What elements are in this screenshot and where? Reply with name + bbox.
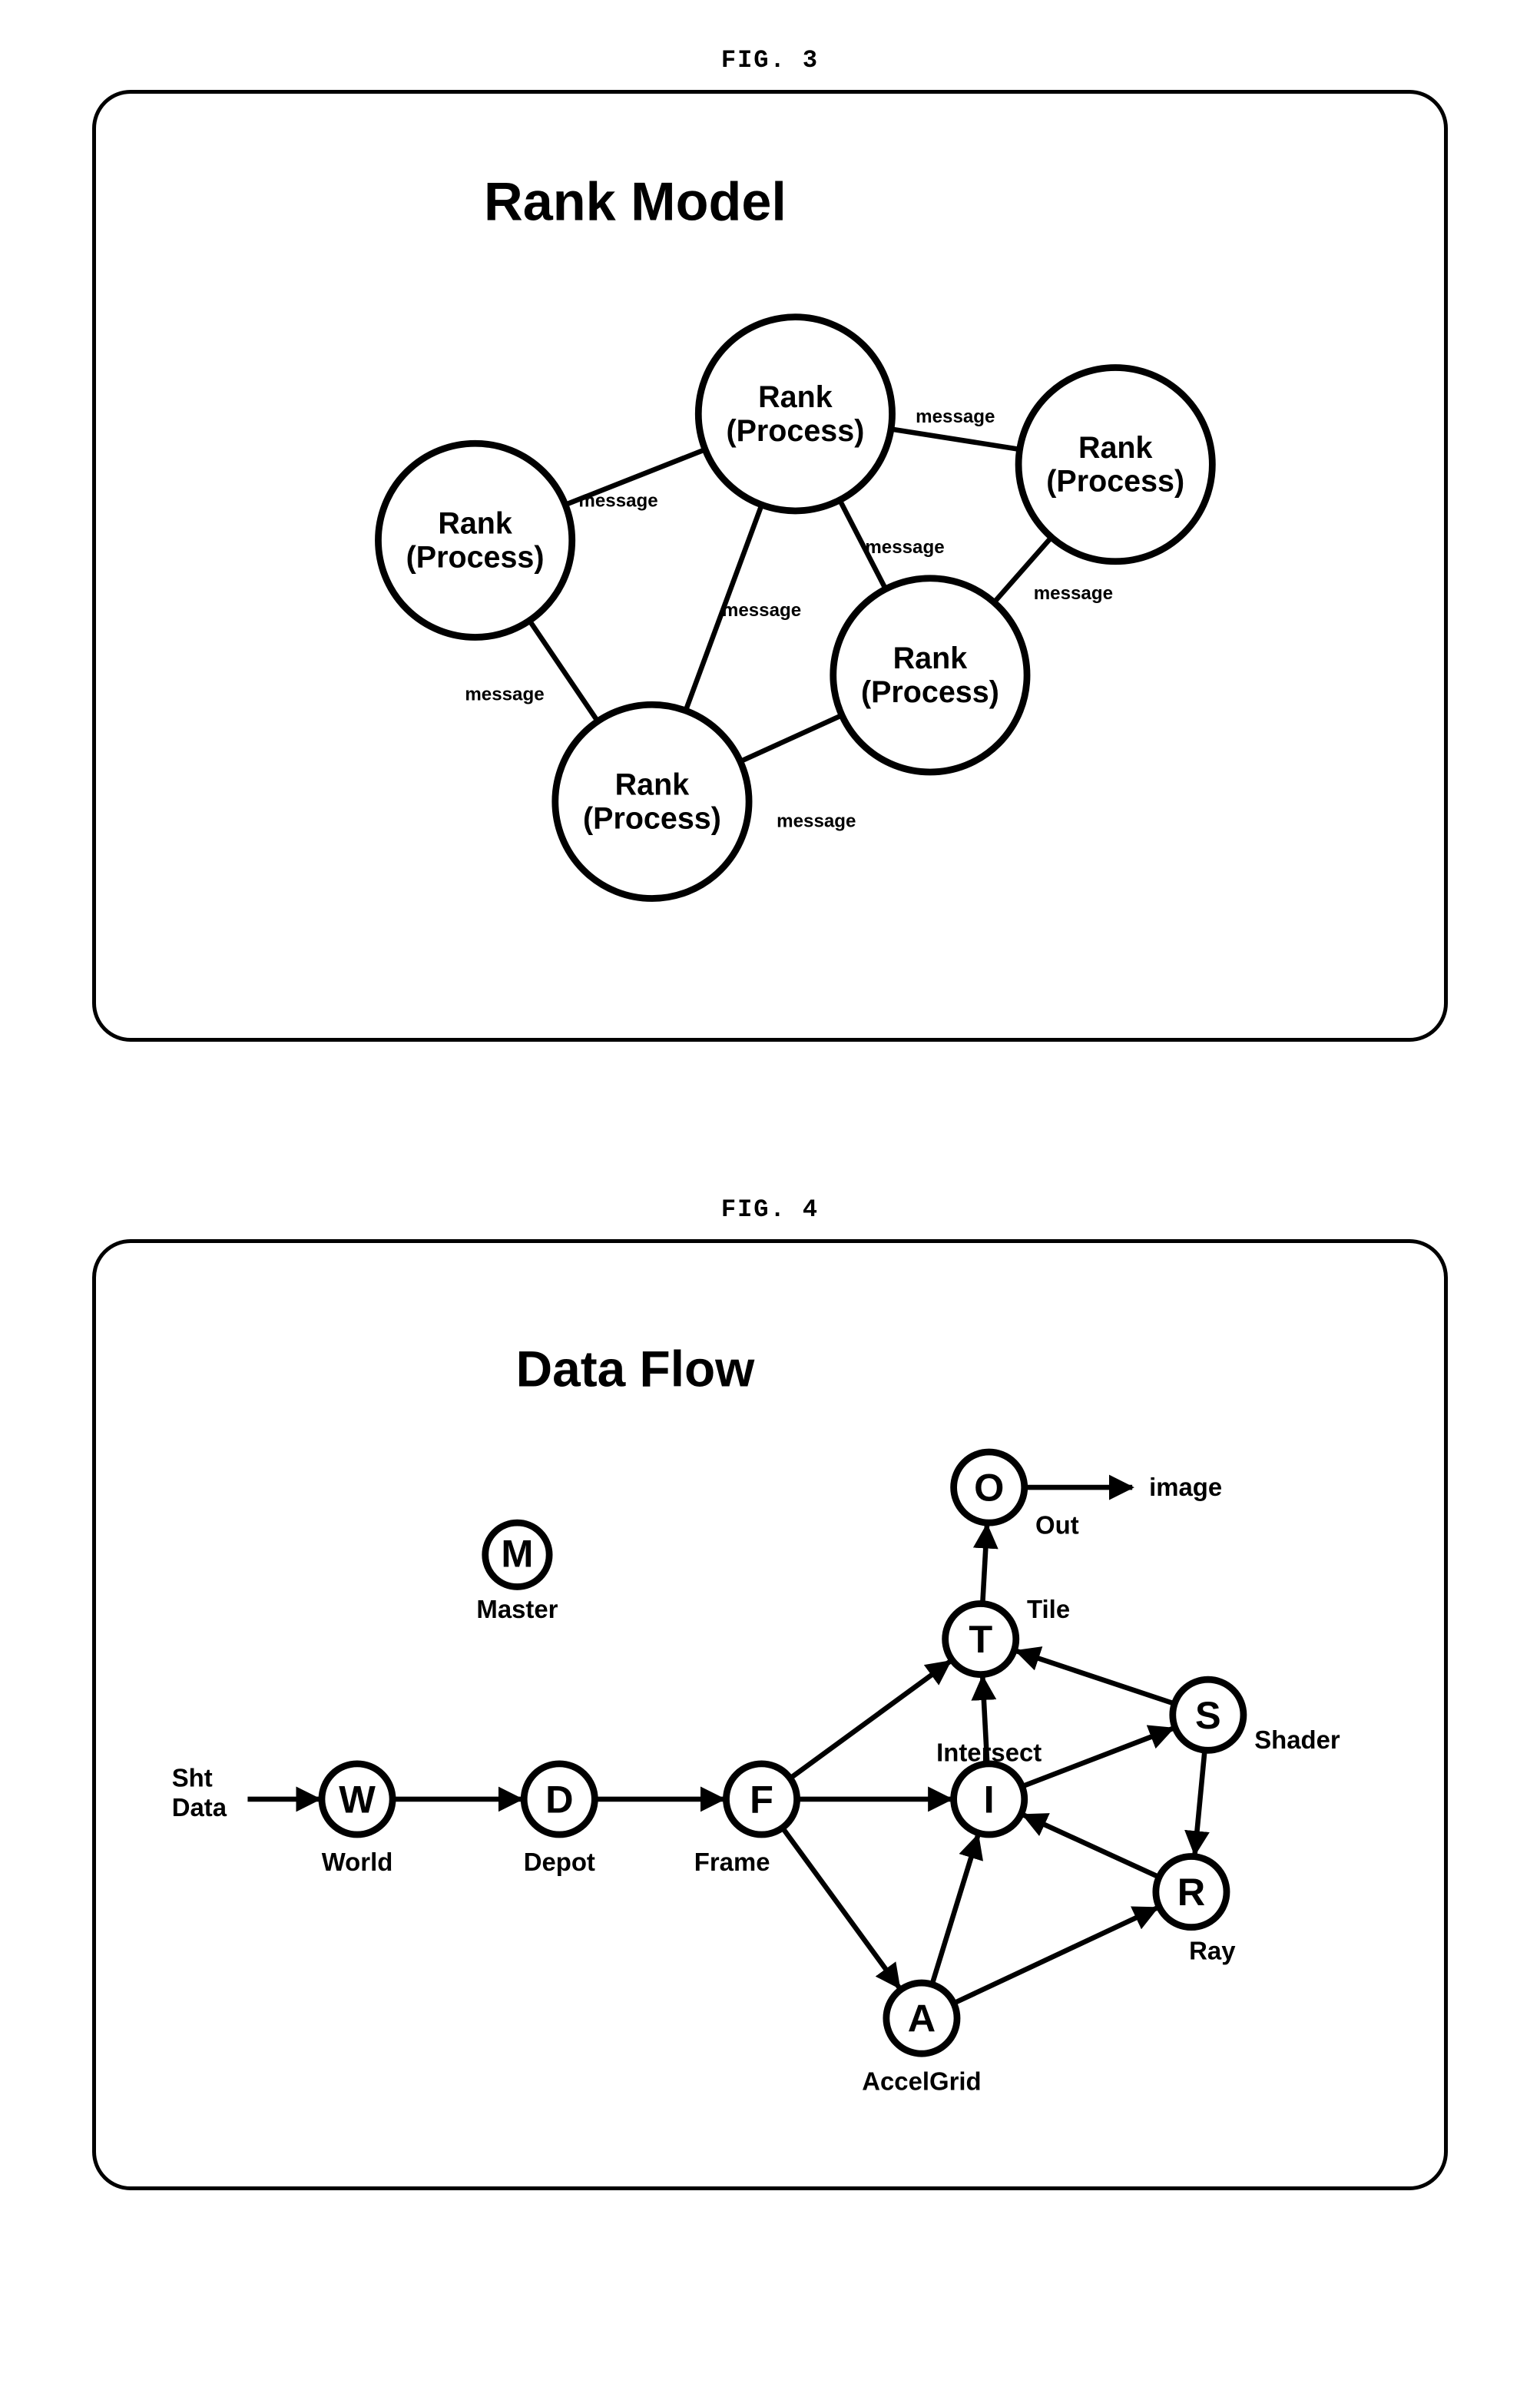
flow-arrow [982, 1525, 986, 1601]
ext-label: image [1149, 1473, 1222, 1501]
flow-arrow [956, 1908, 1157, 2002]
flow-node-label: Tile [1027, 1595, 1070, 1623]
fig4-nodes: M Master O Out T Tile S Shader W World D Depot F Fram… [322, 1452, 1340, 2095]
rank-node-label: Rank [1078, 431, 1153, 465]
ext-label: Sht [172, 1763, 213, 1792]
rank-node-label: Rank [615, 768, 690, 802]
flow-node-letter: R [1177, 1870, 1205, 1914]
rank-node-label: (Process) [726, 414, 864, 448]
fig4-panel: Data FlowMMasterOOutTTileSShaderWWorldDD… [92, 1239, 1448, 2191]
edge-label: message [465, 685, 544, 705]
fig4-arrows [247, 1487, 1204, 2002]
flow-node-label: Ray [1189, 1936, 1236, 1964]
fig3-title: Rank Model [484, 171, 787, 232]
edge-label: message [916, 406, 995, 427]
flow-node-label: Shader [1254, 1725, 1340, 1754]
flow-arrow [1195, 1752, 1205, 1854]
edge-label: message [1034, 583, 1113, 604]
rank-node-label: (Process) [406, 540, 545, 574]
flow-node-letter: S [1195, 1692, 1221, 1736]
fig3-panel: Rank ModelRank(Process)Rank(Process)Rank… [92, 90, 1448, 1042]
flow-node-label: Frame [694, 1848, 770, 1876]
flow-node-letter: D [545, 1777, 573, 1821]
flow-node-label: Out [1035, 1510, 1079, 1539]
flow-node-letter: A [908, 1996, 936, 2040]
rank-node-label: (Process) [1046, 465, 1184, 499]
flow-arrow [932, 1835, 978, 1982]
flow-node-letter: T [969, 1617, 992, 1661]
fig3-caption: FIG. 3 [92, 46, 1448, 75]
flow-arrow [784, 1829, 899, 1987]
flow-arrow [1025, 1728, 1173, 1785]
flow-node-label: Depot [524, 1848, 595, 1876]
edge-label: message [865, 537, 944, 558]
flow-arrow [1024, 1815, 1157, 1876]
edge-label: message [722, 600, 801, 621]
ext-label: Data [172, 1792, 227, 1821]
flow-arrow [792, 1661, 949, 1776]
flow-node-letter: I [984, 1777, 995, 1821]
flow-node-label: Master [476, 1595, 558, 1623]
flow-node-letter: F [750, 1777, 773, 1821]
flow-node-letter: M [501, 1531, 533, 1575]
flow-node-letter: W [339, 1777, 376, 1821]
rank-node-label: (Process) [861, 675, 999, 709]
flow-arrow [1017, 1651, 1173, 1703]
fig4-caption: FIG. 4 [92, 1195, 1448, 1224]
fig4-title: Data Flow [516, 1340, 756, 1397]
fig4-svg: Data FlowMMasterOOutTTileSShaderWWorldDD… [96, 1243, 1444, 2187]
edge-label: message [777, 810, 856, 831]
fig3-svg: Rank ModelRank(Process)Rank(Process)Rank… [96, 94, 1444, 1038]
flow-node-letter: O [974, 1465, 1004, 1509]
rank-node-label: Rank [758, 380, 833, 414]
rank-node-label: (Process) [583, 801, 721, 835]
edge-label: message [578, 490, 657, 511]
flow-node-label: AccelGrid [862, 2067, 981, 2095]
rank-node-label: Rank [893, 641, 968, 675]
flow-node-label: Intersect [936, 1738, 1042, 1766]
rank-node-label: Rank [438, 507, 512, 541]
flow-node-label: World [322, 1848, 393, 1876]
